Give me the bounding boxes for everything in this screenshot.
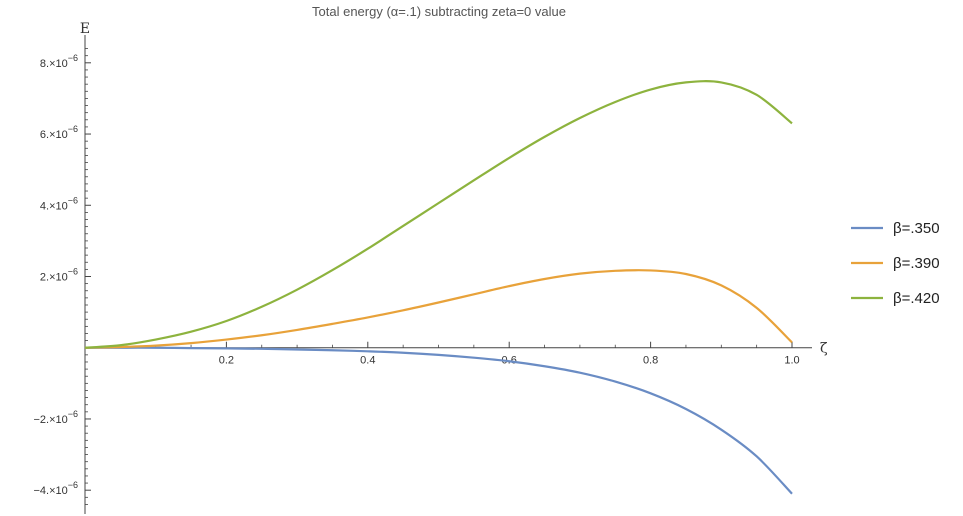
x-tick-label-4: 1.0 bbox=[784, 355, 799, 367]
legend-label-0: β=.350 bbox=[893, 220, 940, 237]
x-axis-label: ζ bbox=[820, 341, 828, 357]
y-tick-label-2: 4.×10−6 bbox=[40, 195, 78, 212]
legend-item-2: β=.420 bbox=[851, 290, 940, 307]
legend: β=.350 β=.390 β=.420 bbox=[851, 220, 940, 307]
legend-label-1: β=.390 bbox=[893, 255, 940, 272]
y-tick-label-3: 2.×10−6 bbox=[40, 267, 78, 284]
y-tick-label-0: 8.×10−6 bbox=[40, 53, 78, 70]
legend-item-1: β=.390 bbox=[851, 255, 940, 272]
series-line-0 bbox=[85, 346, 793, 495]
series-line-1 bbox=[84, 269, 793, 349]
series-line-2 bbox=[84, 80, 793, 349]
chart-title: Total energy (α=.1) subtracting zeta=0 v… bbox=[312, 4, 566, 19]
x-tick-label-1: 0.4 bbox=[360, 355, 375, 367]
y-tick-label-4: −2.×10−6 bbox=[33, 409, 78, 426]
series-layer bbox=[84, 80, 793, 495]
axes: 0.2 0.4 0.6 0.8 1.08.×10−66.×10−64.×10−62.×1… bbox=[33, 21, 828, 514]
x-tick-label-3: 0.8 bbox=[643, 355, 658, 367]
y-tick-label-1: 6.×10−6 bbox=[40, 124, 78, 141]
x-tick-label-0: 0.2 bbox=[219, 355, 234, 367]
legend-item-0: β=.350 bbox=[851, 220, 940, 237]
legend-label-2: β=.420 bbox=[893, 290, 940, 307]
y-tick-label-5: −4.×10−6 bbox=[33, 480, 78, 497]
y-axis-label: E bbox=[80, 21, 90, 37]
